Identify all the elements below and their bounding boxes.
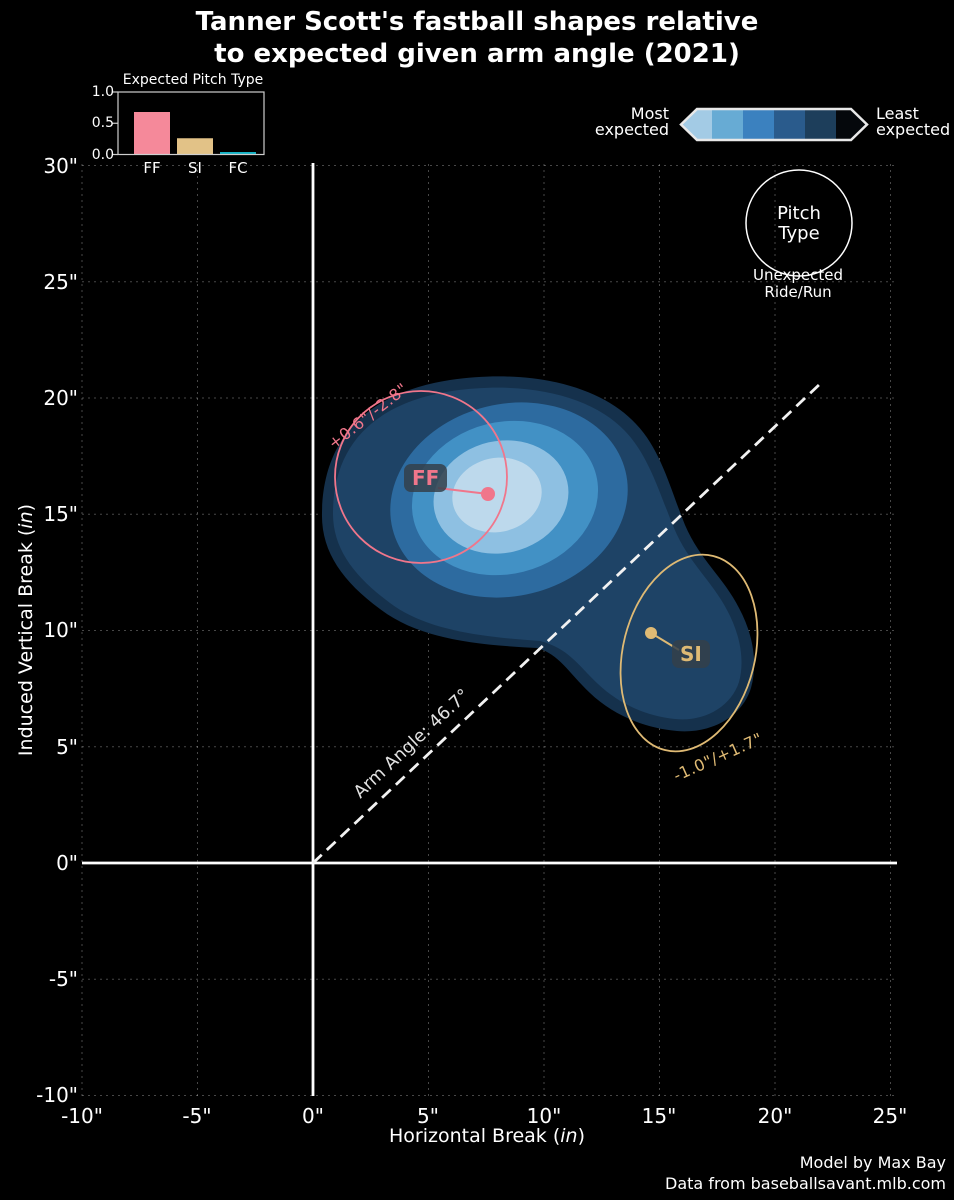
ff-expected-ellipse — [334, 390, 508, 564]
pitch-type-legend-circle — [745, 169, 853, 277]
inset-ytick: 1.0 — [91, 84, 114, 100]
y-tick: -5" — [48, 967, 78, 991]
colorbar-most-label: Most expected — [594, 104, 669, 139]
inset-ytick: 0.5 — [91, 115, 114, 131]
inset-yticks-marks — [112, 91, 118, 156]
colorbar-seg — [805, 109, 837, 140]
x-tick: 5" — [417, 1104, 439, 1128]
arm-angle-line — [312, 381, 822, 865]
inset-xtick-si: SI — [188, 159, 202, 177]
inset-bar-si — [177, 138, 213, 155]
x-tick: 25" — [872, 1104, 908, 1128]
y-tick: 30" — [43, 154, 78, 178]
colorbar-seg — [743, 109, 775, 140]
inset-xtick-fc: FC — [228, 159, 248, 177]
page-title: Tanner Scott's fastball shapes relative … — [0, 6, 954, 70]
title-line-1: Tanner Scott's fastball shapes relative — [195, 7, 759, 37]
pitch-type-legend-label: Pitch Type — [777, 203, 821, 244]
colorbar-seg — [681, 109, 713, 140]
colorbar-seg — [836, 109, 867, 140]
inset-ytick: 0.0 — [91, 146, 114, 163]
colorbar-outline — [679, 107, 869, 142]
y-tick: 15" — [43, 502, 78, 526]
si-expected-ellipse — [619, 553, 759, 753]
pitch-type-legend-sublabel: Unexpected Ride/Run — [753, 266, 843, 301]
gridlines — [81, 164, 897, 1096]
y-tick: -10" — [36, 1083, 78, 1107]
kde-density-bands — [321, 376, 755, 732]
credit-data-source: Data from baseballsavant.mlb.com — [665, 1174, 946, 1193]
inset-title: Expected Pitch Type — [122, 72, 264, 88]
inset-bar-chart — [112, 91, 265, 156]
x-axis-label: Horizontal Break (in) — [388, 1125, 586, 1147]
x-tick: 15" — [641, 1104, 677, 1128]
x-tick: 10" — [526, 1104, 562, 1128]
colorbar-seg — [712, 109, 744, 140]
y-tick: 0" — [56, 851, 78, 875]
inset-bar-fc — [220, 152, 256, 155]
y-tick: 10" — [43, 618, 78, 642]
ff-connector-line — [437, 487, 489, 495]
si-label-box: SI — [672, 640, 710, 668]
colorbar-seg — [774, 109, 806, 140]
y-axis-label: Induced Vertical Break (in) — [15, 503, 37, 757]
y-tick: 5" — [56, 735, 78, 759]
title-line-2: to expected given arm angle (2021) — [214, 39, 740, 69]
kde-band-inner — [452, 457, 542, 533]
inset-bar-ff — [134, 112, 170, 155]
x-tick: -5" — [182, 1104, 212, 1128]
ff-label-box: FF — [404, 464, 448, 492]
ff-actual-dot — [481, 487, 495, 501]
si-actual-dot — [645, 627, 657, 639]
credits: Model by Max Bay Data from baseballsavan… — [665, 1152, 946, 1194]
colorbar-least-label: Least expected — [876, 104, 951, 139]
colorbar-arrow — [679, 107, 869, 142]
x-tick: 0" — [302, 1104, 324, 1128]
y-tick: 25" — [43, 270, 78, 294]
x-tick: -10" — [61, 1104, 103, 1128]
inset-xtick-ff: FF — [143, 159, 161, 177]
x-tick: 20" — [757, 1104, 793, 1128]
y-tick: 20" — [43, 386, 78, 410]
credit-model: Model by Max Bay — [799, 1153, 946, 1172]
